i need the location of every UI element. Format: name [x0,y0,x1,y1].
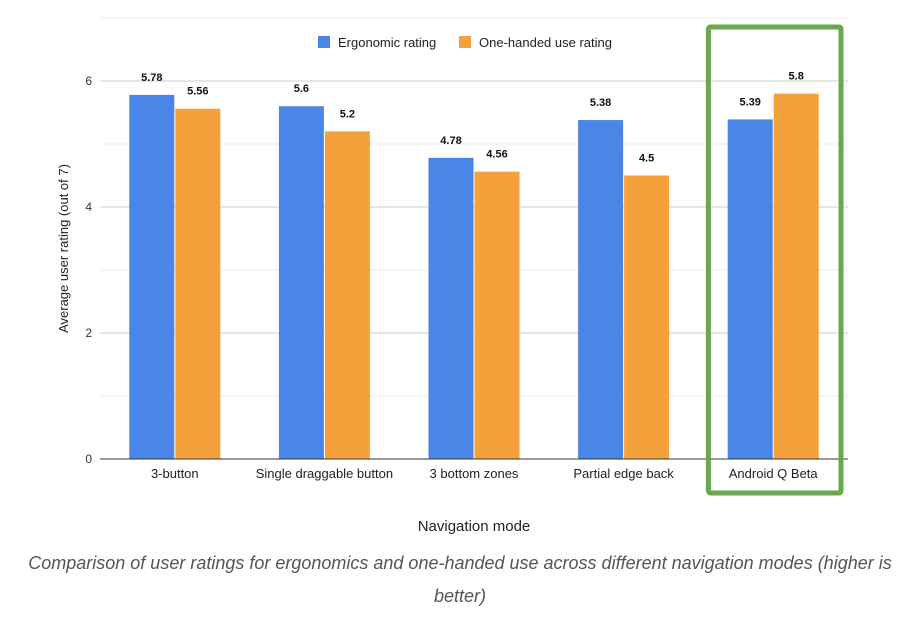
bar-one-handed [324,131,370,459]
bars [129,93,819,460]
legend: Ergonomic rating One-handed use rating [318,35,612,50]
legend-swatch [318,36,330,48]
data-label: 5.38 [590,97,611,109]
bar-one-handed [474,171,520,459]
x-tick-label: Single draggable button [256,466,393,481]
data-label: 5.8 [789,71,804,83]
gridlines [100,17,848,397]
x-tick-label: 3 bottom zones [430,466,519,481]
y-tick-label: 4 [85,200,92,214]
data-label: 4.56 [486,149,507,161]
y-axis-label: Average user rating (out of 7) [56,164,71,333]
x-tick-label: 3-button [151,466,199,481]
data-label: 5.56 [187,86,208,98]
data-label: 5.6 [294,83,309,95]
legend-label: One-handed use rating [479,35,612,50]
legend-label: Ergonomic rating [338,35,436,50]
data-label: 5.78 [141,72,162,84]
legend-swatch [459,36,471,48]
bar-ergonomic [578,120,624,459]
bar-one-handed [624,175,670,459]
bar-ergonomic [278,106,324,459]
data-label: 5.2 [340,108,355,120]
data-label: 5.39 [739,96,760,108]
bar-one-handed [773,93,819,459]
y-axis-ticks: 0 2 4 6 [85,74,92,466]
y-tick-label: 0 [85,452,92,466]
data-label: 4.78 [440,135,461,147]
figure-caption: Comparison of user ratings for ergonomic… [28,553,892,606]
data-label: 4.5 [639,153,654,165]
x-tick-label: Partial edge back [573,466,674,481]
highlight-box [705,24,844,496]
x-axis-tick-labels: 3-button Single draggable button 3 bottom … [151,466,818,481]
x-axis-label: Navigation mode [418,518,531,535]
bar-ergonomic [727,119,773,460]
bar-ergonomic [428,157,474,460]
bar-ergonomic [129,94,175,460]
y-tick-label: 2 [85,326,92,340]
y-tick-label: 6 [85,74,92,88]
x-tick-label: Android Q Beta [729,466,819,481]
bar-one-handed [175,108,221,459]
data-labels: 5.78 5.56 5.6 5.2 4.78 4.56 5.38 4.5 5.39 5.8 [141,71,804,165]
